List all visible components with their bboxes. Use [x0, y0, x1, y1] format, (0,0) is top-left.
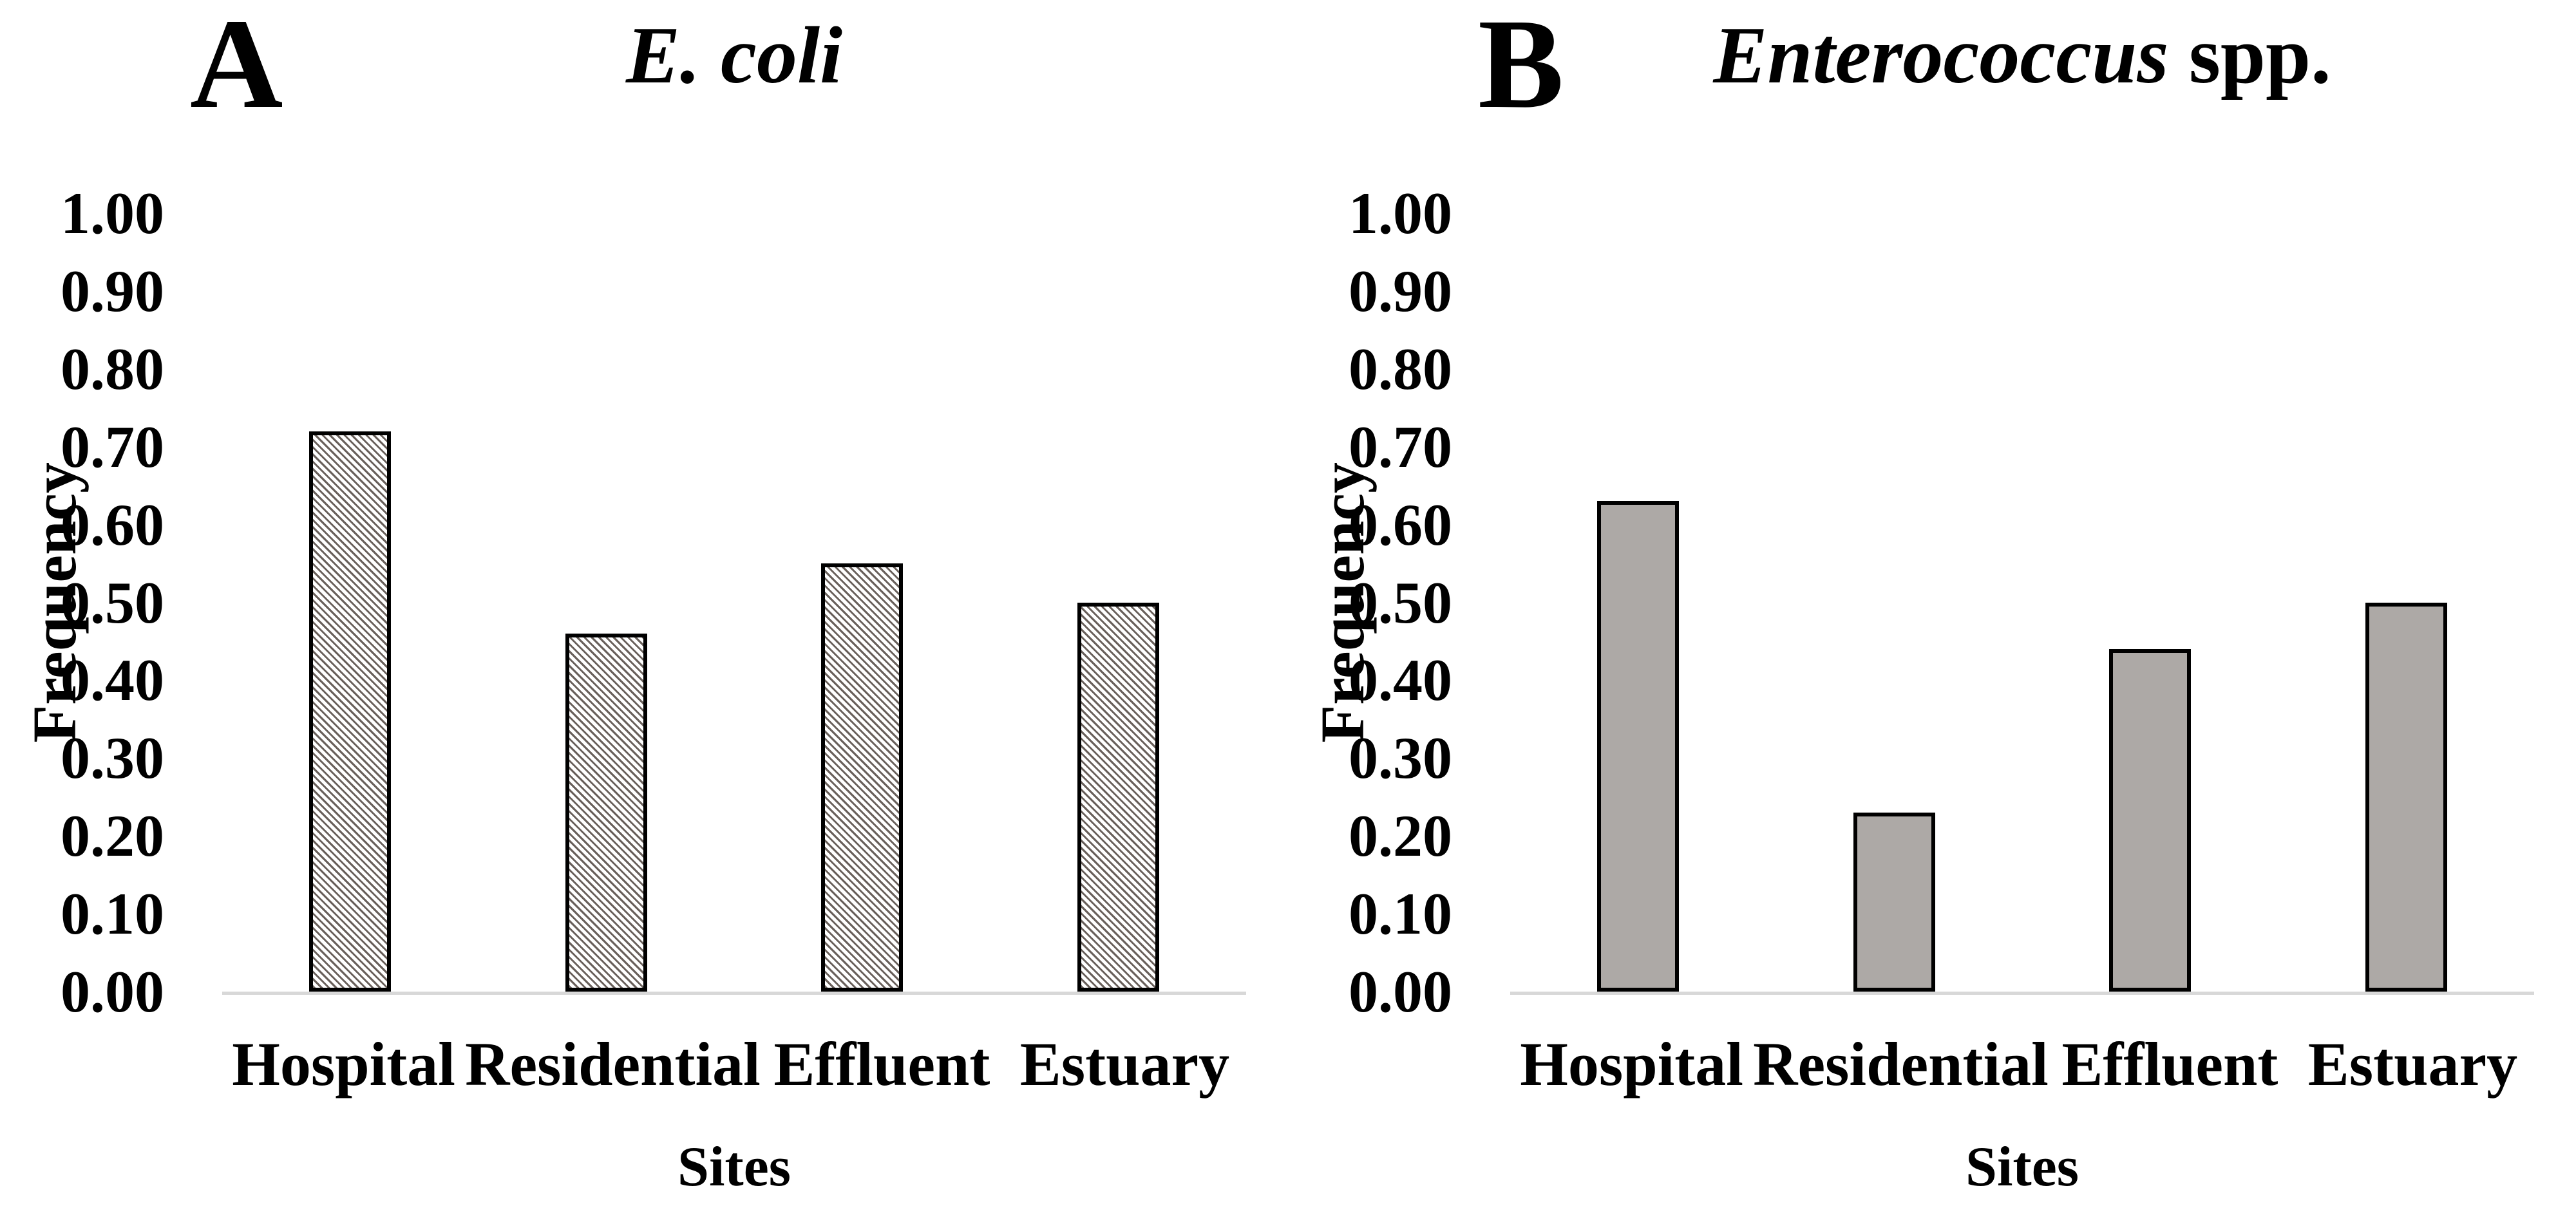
y-tick-label: 0.30	[61, 725, 164, 791]
y-tick-label: 0.90	[1349, 258, 1452, 324]
y-tick-label: 0.80	[1349, 335, 1452, 402]
y-tick-label: 0.10	[61, 881, 164, 947]
bar-slot	[1766, 213, 2023, 992]
panel-b-letter: B	[1478, 0, 1564, 135]
bar-slot	[1510, 213, 1766, 992]
y-tick-label: 0.50	[1349, 569, 1452, 636]
panel-a-letter: A	[190, 0, 283, 135]
y-tick-label: 0.20	[1349, 803, 1452, 869]
x-labels: Hospital Residential Effluent Estuary	[222, 1029, 1246, 1100]
bar-slot	[222, 213, 478, 992]
panel-b-title-regular: spp.	[2168, 11, 2331, 100]
bar-estuary	[2365, 602, 2447, 992]
y-tick-label: 0.70	[61, 413, 164, 480]
x-category-label: Residential	[465, 1030, 761, 1098]
bar-slot	[2022, 213, 2278, 992]
plot-area	[222, 213, 1246, 995]
y-axis-ticks: 0.00 0.10 0.20 0.30 0.40 0.50 0.60 0.70 0.80 0.90…	[1288, 184, 1455, 1021]
y-tick-label: 0.10	[1349, 881, 1452, 947]
bar-estuary	[1077, 602, 1159, 992]
bar-effluent	[2109, 649, 2192, 992]
bar-slot	[2278, 213, 2535, 992]
y-tick-label: 0.20	[61, 803, 164, 869]
plot-area	[1510, 213, 2534, 995]
panel-a-title-italic: E. coli	[626, 11, 842, 100]
bar-residential	[565, 633, 647, 992]
y-tick-label: 0.40	[61, 647, 164, 713]
y-tick-label: 0.30	[1349, 725, 1452, 791]
y-tick-label: 0.60	[61, 491, 164, 558]
y-tick-label: 0.60	[1349, 491, 1452, 558]
bar-effluent	[821, 563, 904, 992]
bars	[222, 213, 1246, 992]
x-labels: Hospital Residential Effluent Estuary	[1510, 1029, 2534, 1100]
panel-b-title-italic: Enterococcus	[1713, 11, 2169, 100]
y-tick-label: 0.40	[1349, 647, 1452, 713]
bar-hospital	[309, 431, 392, 992]
panel-a: A E. coli Frequency 0.00 0.10 0.20 0.30 0.40…	[0, 0, 1246, 1198]
y-axis-ticks: 0.00 0.10 0.20 0.30 0.40 0.50 0.60 0.70 0.80 0.90…	[0, 184, 167, 1021]
panel-b: B Enterococcus spp. Frequency 0.00 0.10 0.…	[1288, 0, 2576, 1206]
y-tick-label: 0.00	[1349, 959, 1452, 1024]
x-axis-title: Sites	[1965, 1136, 2079, 1198]
y-tick-label: 1.00	[61, 180, 164, 246]
bar-hospital	[1597, 501, 1680, 992]
y-tick-label: 0.70	[1349, 413, 1452, 480]
x-axis-title: Sites	[677, 1136, 791, 1198]
bar-slot	[734, 213, 990, 992]
bar-slot	[990, 213, 1247, 992]
y-tick-label: 0.90	[61, 258, 164, 324]
y-tick-label: 0.50	[61, 569, 164, 636]
bars	[1510, 213, 2534, 992]
x-category-label: Hospital	[1520, 1030, 1743, 1098]
x-category-label: Estuary	[2307, 1030, 2518, 1098]
x-category-label: Estuary	[1019, 1030, 1230, 1098]
panel-a-title: E. coli	[222, 11, 1246, 101]
x-category-label: Effluent	[2061, 1030, 2278, 1098]
x-category-label: Hospital	[232, 1030, 455, 1098]
bar-residential	[1853, 812, 1935, 992]
panel-b-title: Enterococcus spp.	[1510, 11, 2534, 101]
x-category-label: Residential	[1753, 1030, 2049, 1098]
y-tick-label: 1.00	[1349, 180, 1452, 246]
bar-slot	[478, 213, 735, 992]
y-tick-label: 0.80	[61, 335, 164, 402]
y-tick-label: 0.00	[61, 959, 164, 1024]
x-category-label: Effluent	[773, 1030, 990, 1098]
